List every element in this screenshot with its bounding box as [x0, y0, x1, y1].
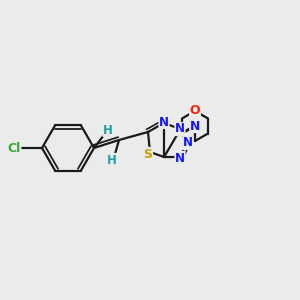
- Text: N: N: [190, 119, 200, 133]
- Text: S: S: [143, 148, 152, 160]
- Text: N: N: [175, 152, 185, 164]
- Text: N: N: [183, 136, 193, 149]
- Text: Cl: Cl: [8, 142, 21, 154]
- Text: H: H: [107, 154, 117, 166]
- Text: O: O: [190, 104, 200, 118]
- Text: H: H: [103, 124, 113, 136]
- Text: N: N: [175, 122, 185, 136]
- Text: N: N: [159, 116, 169, 128]
